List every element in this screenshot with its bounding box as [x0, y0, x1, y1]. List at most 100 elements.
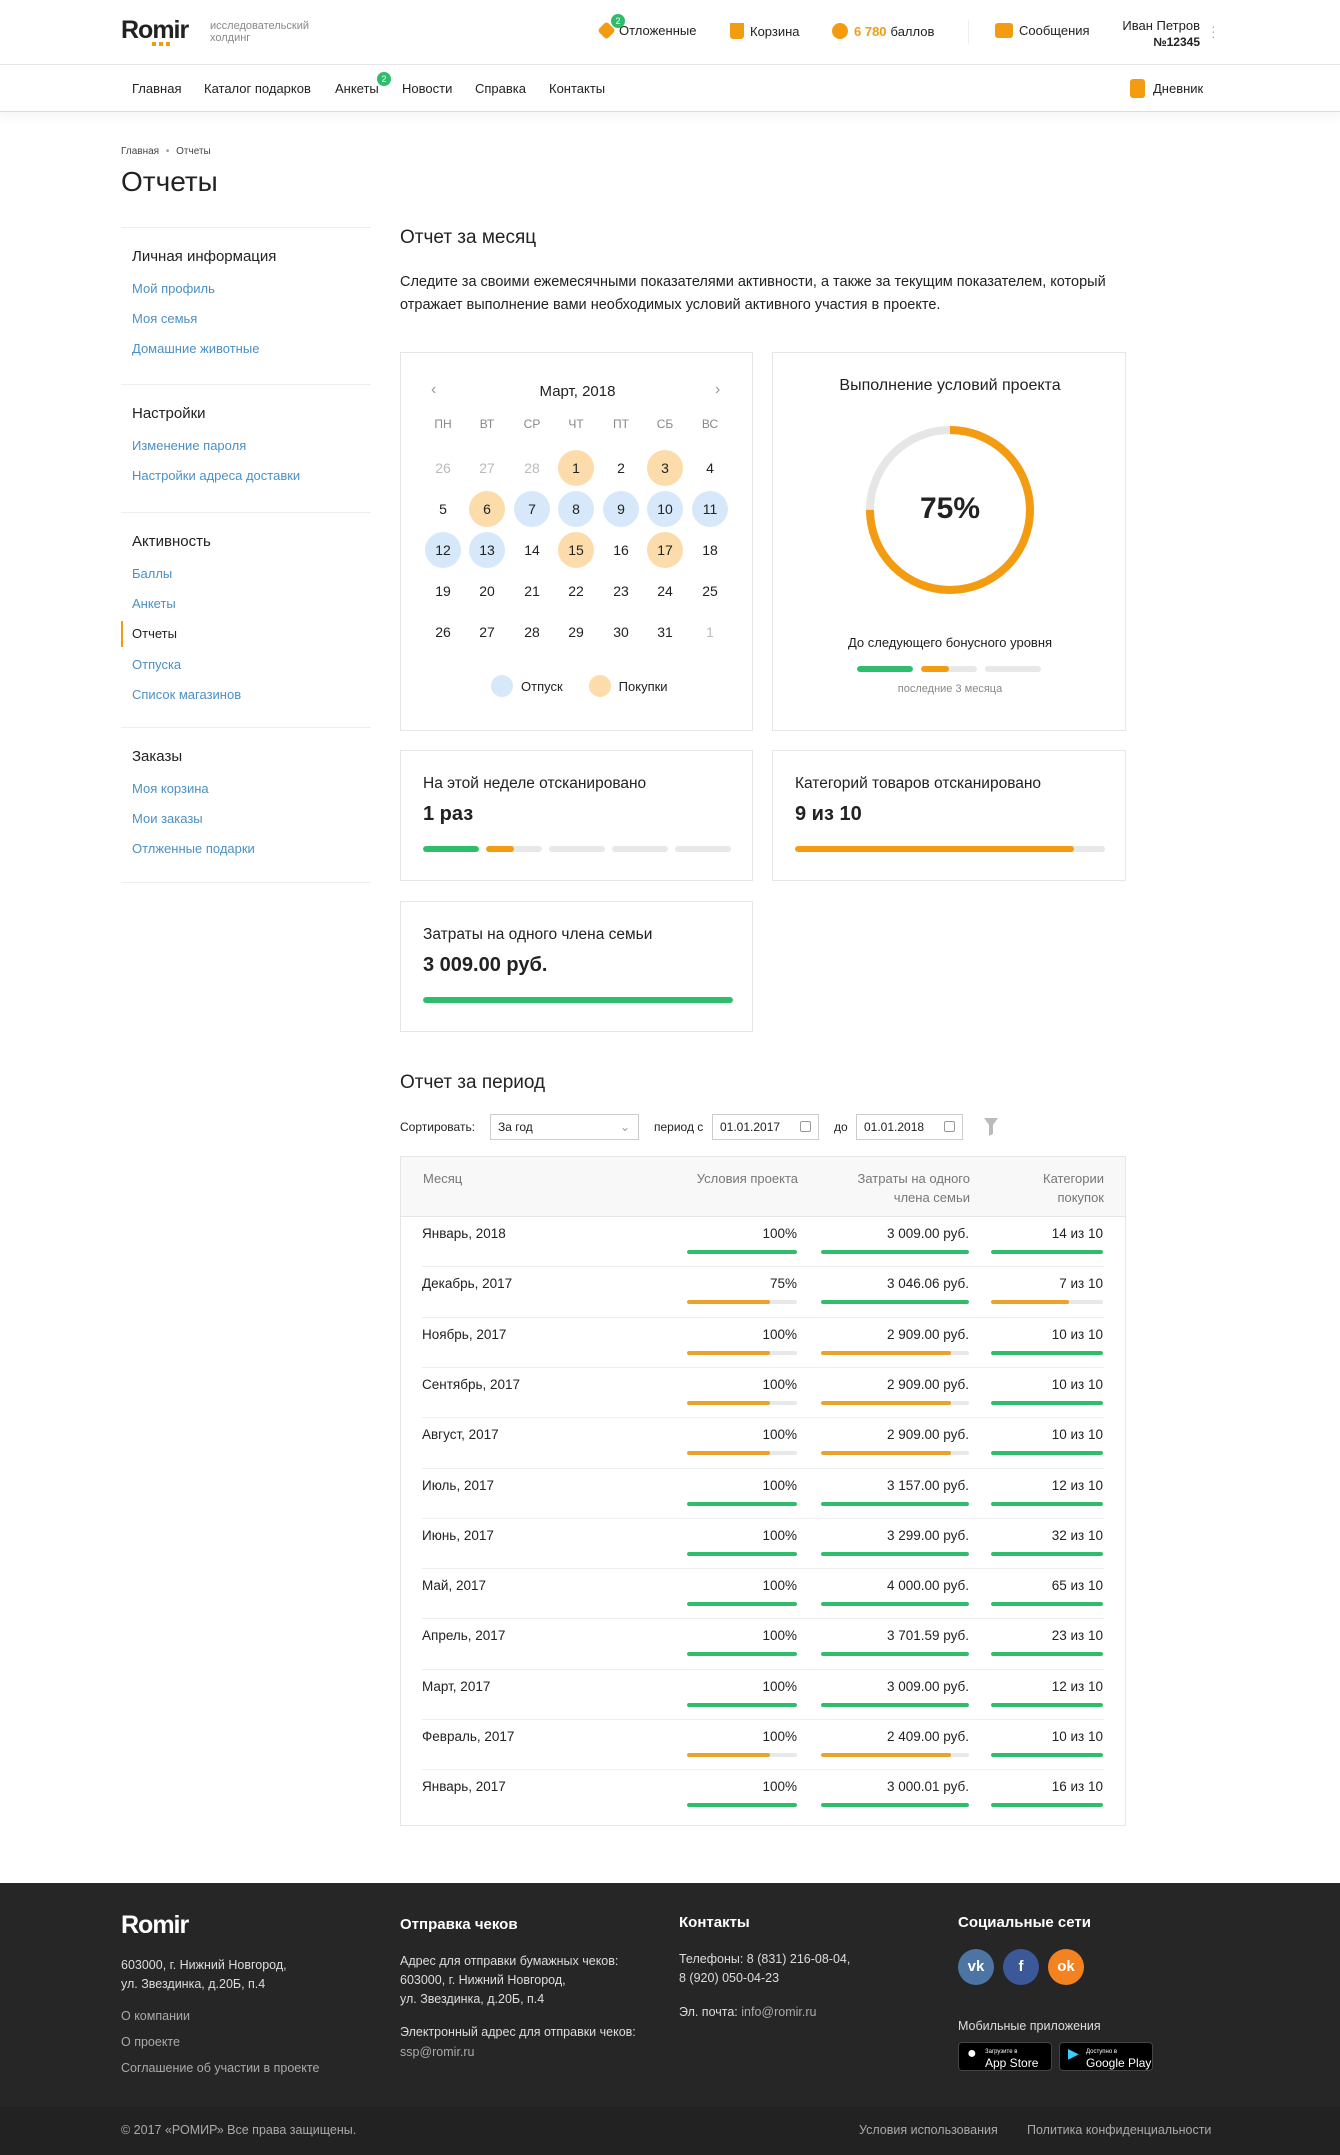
app-store-button[interactable]: ● Загрузите в App Store	[958, 2042, 1052, 2071]
nav-contacts[interactable]: Контакты	[549, 81, 606, 96]
sidebar-item[interactable]: Домашние животные	[132, 341, 260, 356]
sidebar-item[interactable]: Мой профиль	[132, 281, 215, 296]
calendar-day[interactable]: 10	[647, 491, 683, 527]
points-link[interactable]: 6 780 баллов	[832, 23, 934, 39]
odnoklassniki-icon[interactable]: ok	[1048, 1949, 1084, 1985]
filter-icon[interactable]	[983, 1117, 999, 1137]
cost-bar-fill	[821, 1602, 969, 1607]
footer-bottom: © 2017 «РОМИР» Все права защищены. Услов…	[0, 2107, 1340, 2155]
breadcrumb-separator: •	[165, 146, 170, 157]
calendar-day[interactable]: 3	[647, 450, 683, 486]
calendar-day[interactable]: 7	[514, 491, 550, 527]
sidebar-item[interactable]: Мои заказы	[132, 811, 203, 826]
calendar-day[interactable]: 17	[647, 532, 683, 568]
deferred-link[interactable]: 2 Отложенные	[597, 14, 696, 40]
cond-bar-fill	[687, 1803, 797, 1808]
cart-link[interactable]: Корзина	[730, 23, 800, 39]
terms-link[interactable]: Условия использования	[859, 2123, 998, 2137]
calendar-day[interactable]: 25	[702, 583, 718, 599]
user-menu[interactable]: Иван Петров №12345	[1110, 17, 1200, 51]
sidebar-item[interactable]: Моя семья	[132, 311, 198, 326]
cat-bar	[991, 1652, 1103, 1657]
calendar-day[interactable]: 24	[657, 583, 673, 599]
calendar-day[interactable]: 20	[479, 583, 495, 599]
nav-surveys[interactable]: Анкеты	[335, 81, 379, 96]
footer-about-company[interactable]: О компании	[121, 2009, 190, 2023]
calendar-day[interactable]: 30	[613, 624, 629, 640]
calendar-day[interactable]: 16	[613, 542, 629, 558]
nav-help[interactable]: Справка	[475, 81, 526, 96]
calendar-day[interactable]: 13	[469, 532, 505, 568]
row-divider	[422, 1266, 1104, 1268]
calendar-day[interactable]: 1	[706, 624, 714, 640]
privacy-link[interactable]: Политика конфиденциальности	[1027, 2123, 1212, 2137]
more-vertical-icon[interactable]: · · ·	[1211, 18, 1216, 44]
sidebar-item[interactable]: Баллы	[132, 566, 173, 581]
calendar-day[interactable]: 27	[479, 460, 495, 476]
cost-cell: 2 909.00 руб.	[886, 1376, 969, 1392]
romir-logo[interactable]: Romir	[121, 16, 189, 44]
next-month-icon[interactable]: ›	[715, 381, 721, 398]
calendar-icon[interactable]	[944, 1121, 955, 1132]
calendar-day[interactable]: 26	[435, 624, 451, 640]
sidebar-item[interactable]: Моя корзина	[132, 781, 209, 796]
sidebar-item[interactable]: Отлженные подарки	[132, 841, 255, 856]
calendar-day[interactable]: 27	[479, 624, 495, 640]
nav-diary[interactable]: Дневник	[1130, 79, 1203, 98]
calendar-day[interactable]: 11	[692, 491, 728, 527]
sidebar-item[interactable]: Список магазинов	[132, 687, 242, 702]
breadcrumb-home[interactable]: Главная	[121, 146, 160, 157]
calendar-day[interactable]: 19	[435, 583, 451, 599]
vk-icon[interactable]: vk	[958, 1949, 994, 1985]
segment	[549, 846, 605, 852]
table-row: Январь, 2018 100% 3 009.00 руб. 14 из 10	[400, 1216, 1126, 1266]
calendar-day[interactable]: 31	[657, 624, 673, 640]
calendar-day[interactable]: 1	[558, 450, 594, 486]
sidebar-item[interactable]: Анкеты	[132, 596, 176, 611]
main-nav: Главная Каталог подарков Анкеты 2 Новост…	[0, 65, 1340, 112]
google-play-button[interactable]: ▶ Доступно в Google Play	[1059, 2042, 1153, 2071]
messages-link[interactable]: Сообщения	[995, 23, 1090, 38]
calendar-day[interactable]: 29	[568, 624, 584, 640]
calendar-day[interactable]: 26	[435, 460, 451, 476]
google-play-icon: ▶	[1068, 2045, 1079, 2061]
footer-about-project[interactable]: О проекте	[121, 2035, 180, 2049]
nav-news[interactable]: Новости	[402, 81, 453, 96]
segment	[423, 846, 479, 852]
calendar-day[interactable]: 5	[439, 501, 447, 517]
footer-agreement[interactable]: Соглашение об участии в проекте	[121, 2061, 320, 2075]
nav-home[interactable]: Главная	[132, 81, 182, 96]
sidebar-item[interactable]: Настройки адреса доставки	[132, 468, 301, 483]
sidebar-item[interactable]: Изменение пароля	[132, 438, 247, 453]
calendar-day[interactable]: 9	[603, 491, 639, 527]
calendar-day[interactable]: 22	[568, 583, 584, 599]
nav-catalog[interactable]: Каталог подарков	[204, 81, 311, 96]
calendar-day[interactable]: 14	[524, 542, 540, 558]
period-table: Месяц Условия проекта Затраты на одного …	[400, 1156, 1126, 1826]
calendar-day[interactable]: 6	[469, 491, 505, 527]
calendar-day[interactable]: 15	[558, 532, 594, 568]
appstore-label: App Store	[985, 2056, 1039, 2070]
from-date-input[interactable]: 01.01.2017	[712, 1114, 819, 1140]
calendar-icon[interactable]	[800, 1121, 811, 1132]
calendar-day[interactable]: 28	[524, 460, 540, 476]
calendar-card: ‹ Март, 2018 › ПН ВТ СР ЧТ ПТ СБ ВС 26 27 28 1 2 3 4 5…	[400, 352, 753, 731]
cond-cell: 100%	[762, 1527, 797, 1543]
sidebar-item[interactable]: Отчеты	[121, 621, 371, 647]
sort-select[interactable]: За год ⌄	[490, 1114, 639, 1140]
facebook-icon[interactable]: f	[1003, 1949, 1039, 1985]
calendar-day[interactable]: 2	[617, 460, 625, 476]
sidebar-item[interactable]: Отпуска	[132, 657, 182, 672]
calendar-day[interactable]: 8	[558, 491, 594, 527]
calendar-day[interactable]: 28	[524, 624, 540, 640]
calendar-day[interactable]: 21	[524, 583, 540, 599]
calendar-day[interactable]: 23	[613, 583, 629, 599]
to-date-input[interactable]: 01.01.2018	[856, 1114, 963, 1140]
prev-month-icon[interactable]: ‹	[431, 381, 437, 398]
calendar-day[interactable]: 12	[425, 532, 461, 568]
calendar-day[interactable]: 18	[702, 542, 718, 558]
calendar-day[interactable]: 4	[706, 460, 714, 476]
row-divider	[422, 1517, 1104, 1519]
receipts-email-link[interactable]: ssp@romir.ru	[400, 2045, 475, 2059]
email-link[interactable]: info@romir.ru	[741, 2005, 817, 2019]
